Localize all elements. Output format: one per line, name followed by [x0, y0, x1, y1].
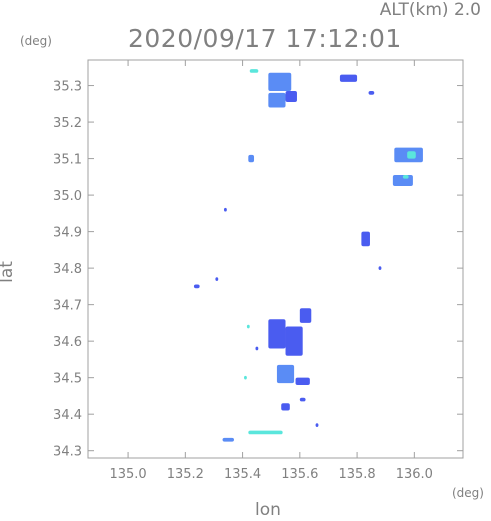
echo-cell-14	[193, 284, 200, 289]
x-axis-ticks: 135.0 135.2 135.4 135.6 135.8 136.0	[109, 60, 433, 482]
echo-cell-11	[223, 207, 227, 212]
echo-cell-24	[281, 403, 290, 411]
y-tick-label-9: 35.2	[53, 116, 82, 131]
y-tick-label-5: 34.8	[53, 262, 82, 277]
echo-cell-23	[255, 346, 259, 351]
x-tick-label-4: 135.8	[338, 467, 375, 482]
x-tick-label-2: 135.4	[224, 467, 261, 482]
plot-frame	[87, 59, 464, 459]
y-tick-label-6: 34.9	[53, 226, 82, 241]
y-axis-ticks: 34.3 34.4 34.5 34.6 34.7 34.8 34.9 35.0 35.1 35.2…	[53, 80, 463, 460]
echo-cells	[193, 69, 423, 442]
echo-cell-4	[339, 74, 358, 82]
altitude-label: ALT(km) 2.0	[379, 0, 481, 20]
chart-title-timestamp: 2020/09/17 17:12:01	[128, 24, 402, 53]
echo-cell-7	[407, 151, 416, 159]
echo-cell-0	[268, 72, 292, 92]
echo-cell-28	[315, 423, 319, 427]
echo-cell-16	[268, 319, 286, 349]
echo-cell-21	[246, 324, 250, 329]
y-tick-label-1: 34.4	[53, 408, 82, 423]
echo-cell-1	[268, 92, 286, 108]
echo-cell-22	[244, 375, 247, 380]
x-axis-label: lon	[255, 500, 281, 520]
y-tick-label-3: 34.6	[53, 335, 82, 350]
echo-cell-10	[248, 154, 255, 163]
echo-cell-26	[248, 430, 283, 435]
echo-cell-17	[285, 326, 303, 356]
echo-cell-20	[295, 377, 310, 385]
echo-cell-25	[299, 397, 306, 402]
echo-cell-5	[368, 91, 375, 95]
y-axis-unit: (deg)	[20, 34, 52, 48]
y-tick-label-8: 35.1	[53, 153, 82, 168]
echo-cell-27	[222, 437, 234, 442]
echo-cell-15	[215, 277, 219, 281]
y-tick-label-4: 34.7	[53, 299, 82, 314]
x-tick-label-1: 135.2	[167, 467, 204, 482]
y-tick-label-10: 35.3	[53, 80, 82, 95]
x-tick-label-0: 135.0	[109, 467, 146, 482]
echo-cell-3	[249, 69, 259, 73]
x-tick-label-3: 135.6	[281, 467, 318, 482]
x-tick-label-5: 136.0	[396, 467, 433, 482]
echo-cell-13	[378, 266, 382, 270]
echo-cell-9	[402, 175, 409, 179]
echo-cell-2	[285, 91, 297, 102]
echo-cell-12	[361, 231, 370, 247]
echo-cell-8	[392, 175, 413, 186]
x-axis-unit: (deg)	[452, 486, 484, 500]
y-tick-label-7: 35.0	[53, 189, 82, 204]
y-tick-label-2: 34.5	[53, 372, 82, 387]
echo-cell-18	[299, 308, 312, 323]
y-tick-label-0: 34.3	[53, 445, 82, 460]
echo-cell-19	[276, 364, 295, 384]
